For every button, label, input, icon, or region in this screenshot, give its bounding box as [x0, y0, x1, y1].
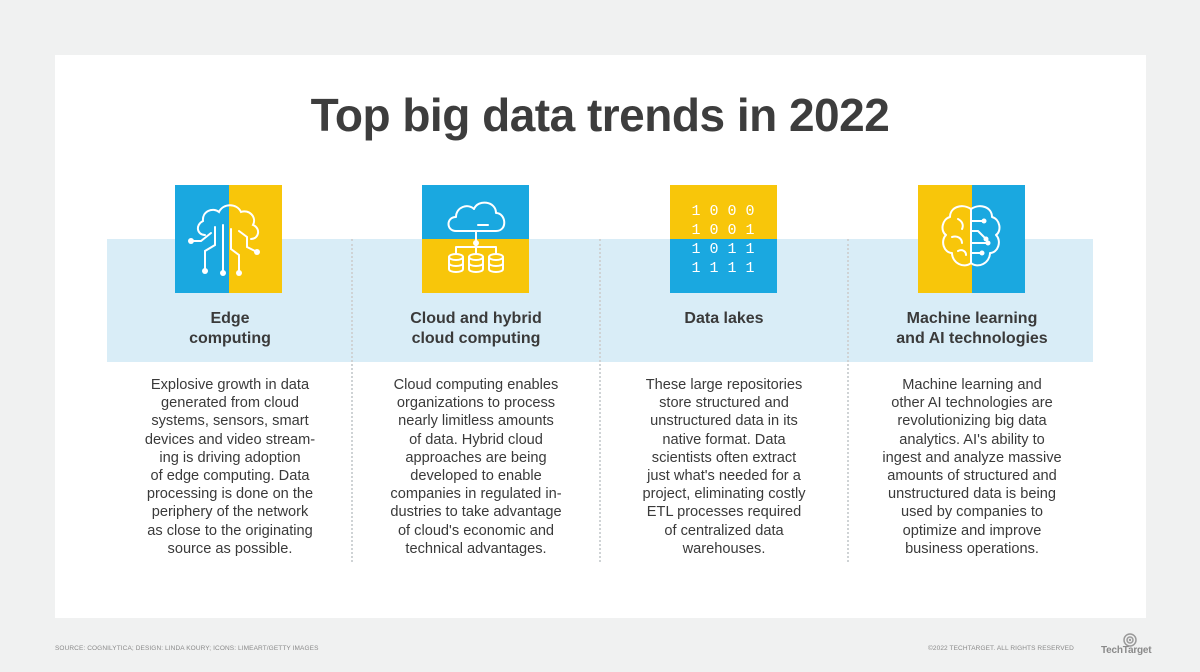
techtarget-logo-icon [1123, 633, 1137, 647]
trend-title: Machine learning and AI technologies [896, 310, 1048, 347]
column-divider [351, 239, 353, 562]
column-divider [847, 239, 849, 562]
page-title: Top big data trends in 2022 [310, 89, 890, 141]
brain-circuit-icon [175, 185, 282, 293]
trend-description: Machine learning and other AI technologi… [882, 377, 1062, 557]
binary-row: 1 1 1 1 [691, 260, 754, 277]
trend-title: Data lakes [684, 310, 764, 327]
binary-row: 1 0 0 1 [691, 222, 754, 239]
cloud-network-icon [422, 185, 529, 293]
brand-name: TechTarget [1101, 645, 1152, 656]
trend-title: Edge computing [189, 310, 271, 347]
column-divider [599, 239, 601, 562]
binary-row: 1 0 1 1 [691, 241, 754, 258]
copyright-notice: ©2022 TECHTARGET. ALL RIGHTS RESERVED [928, 645, 1074, 652]
source-credit: SOURCE: COGNILYTICA; DESIGN: LINDA KOURY… [55, 645, 319, 652]
trend-title: Cloud and hybrid cloud computing [410, 310, 542, 347]
binary-row: 1 0 0 0 [691, 203, 754, 220]
trend-description: Cloud computing enables organizations to… [390, 377, 562, 557]
binary-data-icon: 1 0 0 0 1 0 0 1 1 0 1 1 1 1 1 1 [670, 185, 777, 293]
trend-description: These large repositories store structure… [642, 377, 806, 557]
trend-description: Explosive growth in data generated from … [144, 377, 316, 557]
ai-brain-icon [918, 185, 1025, 293]
